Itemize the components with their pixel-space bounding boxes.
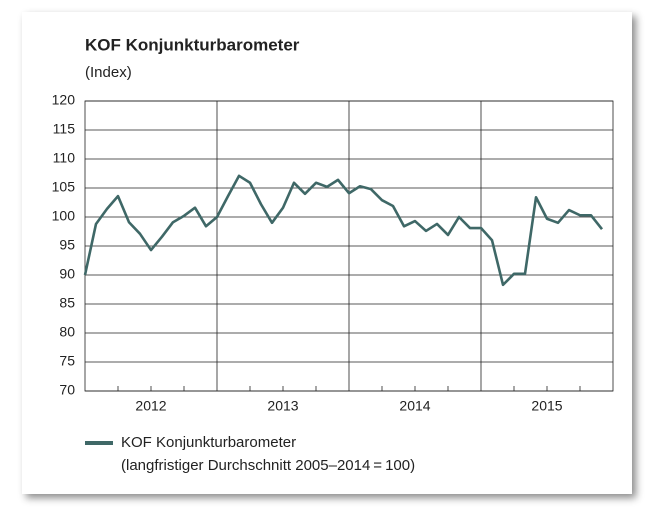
y-tick-label: 70	[59, 382, 75, 398]
x-tick-label: 2014	[399, 398, 430, 414]
series-line	[83, 174, 604, 287]
card	[22, 12, 632, 494]
plot-frame	[84, 100, 614, 392]
y-tick-label: 100	[52, 208, 76, 224]
plot: 70 75 80 85 90 95 100 105 110 115 120 2012 2013 2014 2…	[52, 92, 614, 414]
y-tick-label: 110	[53, 150, 76, 166]
y-tick-label: 105	[52, 179, 76, 195]
x-tick-label: 2013	[267, 398, 298, 414]
y-tick-label: 75	[59, 353, 75, 369]
y-tick-label: 85	[59, 295, 75, 311]
y-tick-label: 80	[59, 324, 75, 340]
chart-title: KOF Konjunkturbarometer	[85, 35, 300, 54]
x-tick-label: 2015	[531, 398, 562, 414]
y-tick-label: 120	[52, 92, 76, 108]
y-tick-label: 95	[59, 237, 75, 253]
legend-note: (langfristiger Durchschnitt 2005–2014 = …	[121, 457, 415, 474]
chart-subtitle: (Index)	[85, 64, 132, 81]
y-tick-label: 90	[59, 266, 75, 282]
x-tick-label: 2012	[135, 398, 166, 414]
legend-label: KOF Konjunkturbarometer	[121, 434, 296, 451]
y-tick-label: 115	[53, 121, 76, 137]
